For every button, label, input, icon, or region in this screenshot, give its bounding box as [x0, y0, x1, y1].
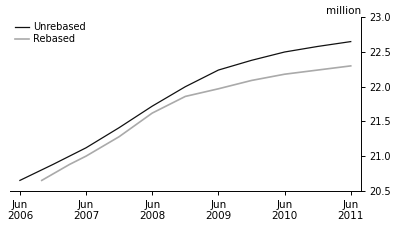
Rebased	[315, 69, 320, 72]
Rebased	[282, 73, 287, 76]
Unrebased	[17, 179, 22, 182]
Unrebased	[315, 45, 320, 48]
Rebased	[117, 135, 121, 138]
Unrebased	[249, 59, 254, 62]
Unrebased	[117, 126, 121, 129]
Line: Rebased: Rebased	[42, 66, 351, 180]
Rebased	[39, 179, 44, 182]
Unrebased	[216, 69, 221, 72]
Unrebased	[282, 51, 287, 53]
Rebased	[216, 87, 221, 90]
Unrebased	[50, 163, 55, 166]
Unrebased	[84, 146, 89, 149]
Unrebased	[183, 85, 188, 88]
Text: million: million	[326, 6, 360, 16]
Legend: Unrebased, Rebased: Unrebased, Rebased	[15, 22, 86, 44]
Rebased	[249, 79, 254, 82]
Rebased	[183, 95, 188, 98]
Rebased	[348, 64, 353, 67]
Unrebased	[150, 105, 154, 108]
Rebased	[84, 155, 89, 158]
Line: Unrebased: Unrebased	[20, 42, 351, 180]
Rebased	[67, 163, 72, 166]
Unrebased	[348, 40, 353, 43]
Rebased	[150, 112, 154, 114]
